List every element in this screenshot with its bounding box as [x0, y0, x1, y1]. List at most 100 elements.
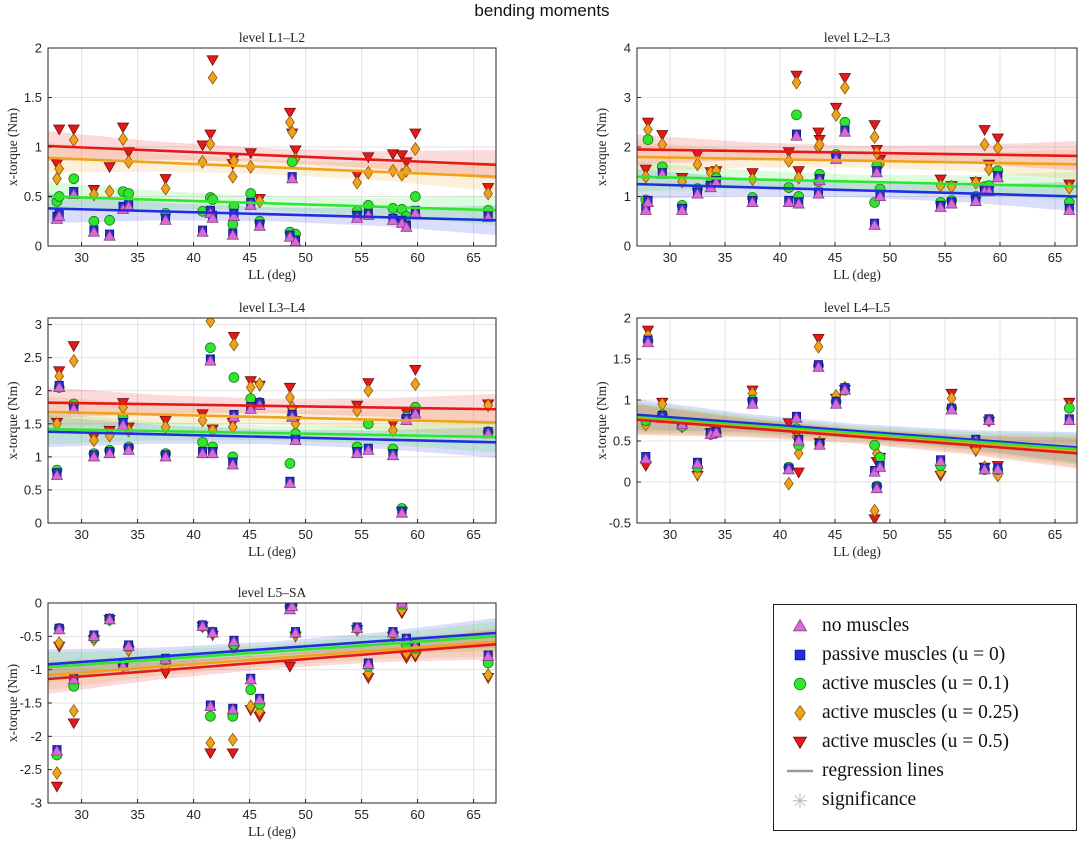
data-point-no-muscles — [792, 434, 805, 446]
legend-marker-passive-muscles — [794, 649, 806, 660]
data-point-active-muscles-u-0-1 — [104, 214, 115, 226]
data-point-active-muscles-u-0-1 — [791, 109, 802, 121]
data-point-no-muscles — [227, 635, 241, 647]
data-point-active-muscles-u-0-5 — [283, 661, 297, 673]
data-point-active-muscles-u-0-1 — [228, 372, 240, 383]
legend-marker-active-muscles-0-25 — [794, 704, 806, 721]
panel-title: level L2–L3 — [824, 30, 891, 45]
legend-label-regression-lines: regression lines — [822, 759, 944, 781]
data-point-active-muscles-u-0-25 — [54, 635, 65, 651]
data-point-no-muscles — [285, 172, 299, 184]
y-axis-label: x-torque (Nm) — [594, 108, 609, 186]
x-tick-label: 60 — [410, 250, 424, 265]
x-tick-label: 65 — [1048, 250, 1062, 265]
data-point-no-muscles — [790, 129, 803, 141]
data-point-no-muscles — [159, 450, 172, 462]
x-axis-label: LL (deg) — [248, 267, 296, 282]
legend-marker-active-muscles-0-1 — [793, 677, 807, 690]
data-point-active-muscles-u-0-1 — [88, 215, 100, 227]
data-point-no-muscles — [945, 197, 958, 209]
data-point-no-muscles — [868, 218, 881, 230]
data-point-no-muscles — [782, 463, 795, 475]
regression-line-active-muscles-u-0-1 — [48, 427, 496, 439]
x-tick-label: 50 — [298, 527, 312, 542]
x-tick-label: 40 — [773, 250, 787, 265]
data-point-active-muscles-u-0-5 — [103, 162, 116, 174]
data-point-active-muscles-u-0-25 — [869, 503, 880, 518]
legend-label-no-muscles: no muscles — [822, 614, 910, 636]
data-point-no-muscles — [991, 463, 1004, 475]
y-tick-label: 0.5 — [24, 482, 42, 497]
x-tick-label: 60 — [410, 807, 424, 822]
data-point-no-muscles — [204, 700, 217, 711]
legend-triangle-down-icon — [792, 736, 808, 749]
x-tick-label: 65 — [1048, 527, 1062, 542]
legend-label-significance: significance — [822, 788, 917, 810]
data-point-active-muscles-u-0-25 — [388, 423, 398, 438]
y-tick-label: 4 — [624, 41, 631, 56]
data-point-active-muscles-u-0-1 — [205, 710, 216, 722]
data-point-active-muscles-u-0-5 — [812, 333, 825, 345]
data-point-active-muscles-u-0-1 — [410, 191, 421, 202]
legend-item-active-muscles-0-5: active muscles (u = 0.5) — [786, 727, 1076, 756]
data-point-no-muscles — [226, 458, 239, 470]
data-point-no-muscles — [675, 204, 689, 215]
data-point-active-muscles-u-0-25 — [388, 163, 398, 178]
regression-line-passive-muscles-u-0 — [637, 413, 1077, 449]
x-tick-label: 40 — [186, 250, 200, 265]
data-point-active-muscles-u-0-1 — [284, 458, 296, 469]
y-tick-label: -1 — [30, 662, 42, 677]
data-point-active-muscles-u-0-5 — [409, 128, 422, 140]
data-point-no-muscles — [103, 447, 116, 459]
x-tick-label: 40 — [186, 807, 200, 822]
data-point-no-muscles — [350, 447, 364, 459]
x-tick-label: 45 — [242, 807, 256, 822]
data-point-active-muscles-u-0-25 — [783, 476, 794, 491]
x-tick-label: 50 — [883, 527, 897, 542]
data-point-no-muscles — [244, 402, 257, 414]
data-point-no-muscles — [206, 211, 219, 223]
data-point-active-muscles-u-0-25 — [227, 732, 238, 747]
data-point-no-muscles — [285, 603, 299, 611]
plot-content — [637, 325, 1077, 523]
data-point-no-muscles — [253, 693, 266, 705]
y-tick-label: -0.5 — [609, 516, 631, 531]
x-tick-label: 60 — [993, 250, 1007, 265]
x-tick-label: 45 — [828, 527, 842, 542]
data-point-no-muscles — [289, 434, 302, 445]
y-tick-label: 0 — [35, 596, 42, 611]
data-point-no-muscles — [289, 235, 302, 246]
panel-5: 30 35 40 45 50 55 60 65 -3 -2.5 -2 -1.5 -1 -0.5 0 level… — [5, 585, 497, 839]
legend-triangle-up-icon — [792, 618, 808, 631]
plot-content — [48, 55, 496, 246]
y-tick-label: 0 — [35, 516, 42, 531]
x-tick-label: 45 — [242, 250, 256, 265]
data-point-no-muscles — [870, 482, 883, 494]
x-tick-label: 60 — [993, 527, 1007, 542]
data-point-active-muscles-u-0-1 — [205, 342, 216, 354]
panel-title: level L3–L4 — [239, 300, 306, 315]
data-point-no-muscles — [206, 626, 219, 638]
x-tick-label: 55 — [938, 250, 952, 265]
data-point-no-muscles — [945, 403, 958, 415]
data-point-no-muscles — [641, 196, 655, 207]
y-tick-label: 1 — [35, 140, 42, 155]
legend-marker-significance: ✳ — [792, 789, 809, 811]
x-tick-label: 65 — [466, 527, 480, 542]
y-axis-label: x-torque (Nm) — [5, 108, 20, 186]
legend-label-active-muscles-0-5: active muscles (u = 0.5) — [822, 730, 1009, 752]
data-point-no-muscles — [838, 383, 852, 395]
data-point-no-muscles — [639, 204, 652, 215]
y-tick-label: -1.5 — [20, 696, 42, 711]
x-tick-label: 40 — [186, 527, 200, 542]
regression-line-active-muscles-u-0-5 — [637, 148, 1077, 158]
x-axis-label: LL (deg) — [833, 544, 881, 559]
y-tick-label: 1 — [624, 189, 631, 204]
data-point-no-muscles — [978, 463, 991, 475]
data-point-no-muscles — [746, 196, 759, 207]
data-point-no-muscles — [812, 360, 825, 372]
data-point-no-muscles — [691, 457, 704, 469]
data-point-active-muscles-u-0-5 — [289, 145, 302, 157]
y-tick-label: 0.5 — [613, 434, 631, 449]
